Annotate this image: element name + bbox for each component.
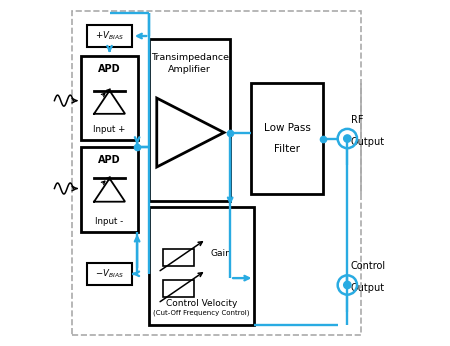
Circle shape bbox=[344, 281, 351, 289]
Text: RF: RF bbox=[351, 115, 363, 125]
Bar bbox=[149, 208, 254, 325]
Text: $-V_{BIAS}$: $-V_{BIAS}$ bbox=[95, 267, 124, 280]
Bar bbox=[149, 39, 230, 201]
Text: Input -: Input - bbox=[95, 217, 123, 226]
Bar bbox=[163, 249, 194, 266]
Text: Amplifier: Amplifier bbox=[168, 65, 211, 74]
Bar bbox=[81, 147, 138, 231]
Text: Control: Control bbox=[351, 261, 386, 271]
Text: Transimpedance: Transimpedance bbox=[151, 53, 229, 62]
Bar bbox=[163, 280, 194, 297]
Text: Gain: Gain bbox=[211, 249, 231, 258]
Text: Filter: Filter bbox=[274, 144, 300, 154]
Text: Output: Output bbox=[351, 283, 385, 293]
Polygon shape bbox=[157, 98, 224, 167]
Text: APD: APD bbox=[98, 155, 121, 165]
Bar bbox=[81, 56, 138, 140]
Bar bbox=[72, 11, 361, 335]
Text: Input +: Input + bbox=[93, 125, 126, 135]
Circle shape bbox=[344, 135, 351, 142]
Text: Output: Output bbox=[351, 137, 385, 147]
Text: (Cut-Off Frequency Control): (Cut-Off Frequency Control) bbox=[153, 309, 250, 316]
Text: $+V_{BIAS}$: $+V_{BIAS}$ bbox=[95, 30, 124, 42]
Text: Low Pass: Low Pass bbox=[264, 123, 310, 133]
Bar bbox=[251, 83, 323, 194]
Bar bbox=[87, 263, 132, 285]
Text: Control Velocity: Control Velocity bbox=[166, 299, 238, 308]
Text: APD: APD bbox=[98, 64, 121, 74]
Bar bbox=[87, 25, 132, 47]
